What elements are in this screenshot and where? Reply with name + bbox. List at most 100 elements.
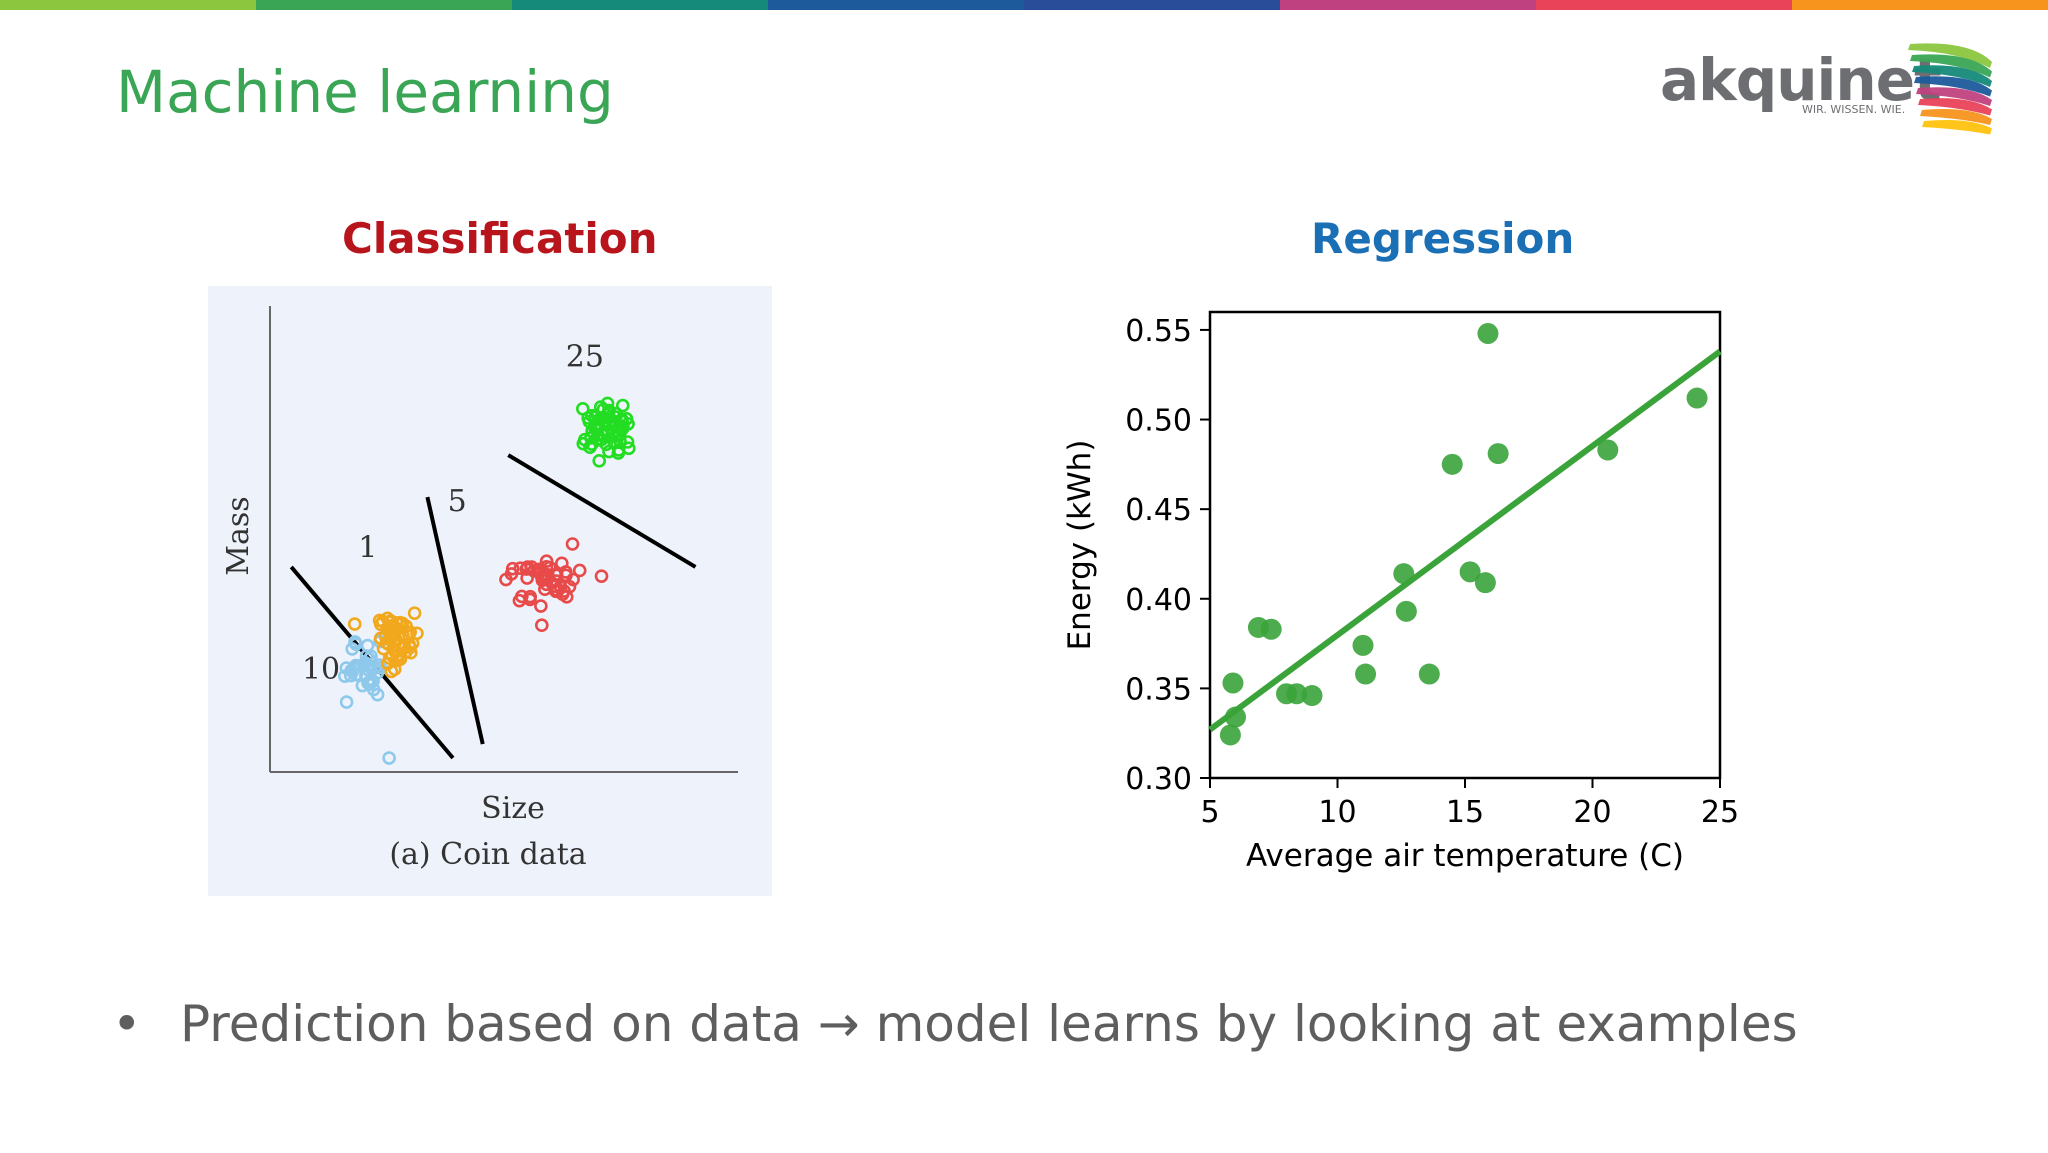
x-tick-label: 15: [1446, 795, 1484, 830]
data-point: [1477, 323, 1499, 345]
data-point: [364, 675, 379, 690]
top-color-bar: [0, 0, 2048, 10]
data-point: [581, 411, 595, 425]
data-point: [597, 416, 612, 430]
data-point: [361, 658, 376, 672]
data-point: [1597, 439, 1619, 461]
logo-wordmark: akquinet: [1660, 46, 1942, 114]
data-point: [513, 561, 528, 575]
data-point: [1441, 453, 1463, 475]
cluster-label: 1: [358, 531, 377, 566]
data-point: [391, 647, 406, 662]
data-point: [348, 635, 362, 649]
x-axis-label: Size: [481, 791, 545, 826]
data-point: [1355, 663, 1377, 685]
logo-tagline: WIR. WISSEN. WIE.: [1802, 103, 1906, 116]
bullet-symbol: •: [112, 995, 142, 1053]
data-point: [549, 574, 563, 588]
y-tick-label: 0.35: [1125, 672, 1192, 707]
x-tick-label: 25: [1701, 795, 1739, 830]
data-point: [1301, 685, 1323, 707]
data-point: [559, 565, 573, 579]
data-point: [622, 441, 636, 456]
data-point: [559, 590, 574, 604]
logo-wing-stripe: [1918, 98, 1992, 116]
data-point: [1225, 706, 1246, 728]
data-point: [339, 695, 354, 709]
logo-wing-stripe: [1914, 76, 1992, 97]
data-point: [382, 751, 396, 765]
y-tick-label: 0.55: [1125, 314, 1192, 349]
data-point: [1286, 683, 1308, 705]
data-point: [609, 406, 623, 421]
data-point: [397, 637, 411, 652]
cluster-label: 25: [566, 340, 604, 375]
data-point: [343, 668, 358, 683]
data-point: [584, 437, 599, 452]
data-point: [505, 561, 520, 576]
data-point: [410, 626, 424, 641]
data-point: [1686, 387, 1708, 409]
data-point: [384, 614, 398, 628]
data-point: [520, 560, 535, 574]
data-point: [601, 404, 616, 418]
data-point: [1219, 724, 1241, 746]
top-bar-segment: [1792, 0, 2048, 10]
data-point: [615, 398, 630, 413]
data-point: [597, 428, 611, 443]
x-tick-label: 20: [1573, 795, 1611, 830]
y-axis-label: Energy (kWh): [1062, 440, 1098, 651]
x-tick-label: 5: [1200, 795, 1219, 830]
y-tick-label: 0.30: [1125, 762, 1192, 797]
top-bar-segment: [512, 0, 768, 10]
data-point: [366, 682, 381, 697]
cluster-label: 5: [448, 484, 467, 519]
logo-wing-icon: [1908, 43, 1992, 135]
data-point: [399, 619, 413, 633]
data-point: [407, 606, 422, 620]
classification-chart: 10 1 5 25 Mass Size (a) Coin data: [221, 306, 738, 872]
data-point: [594, 569, 609, 583]
decision-boundary: [425, 496, 485, 745]
data-point: [576, 436, 591, 451]
data-point: [611, 446, 626, 460]
data-point: [1459, 561, 1481, 583]
decision-boundary: [507, 453, 697, 569]
data-point: [1222, 672, 1244, 694]
logo-wing-stripe: [1920, 109, 1992, 125]
data-point: [1260, 618, 1282, 640]
y-axis-label: Mass: [221, 496, 256, 575]
classification-panel: 10 1 5 25 Mass Size (a) Coin data: [208, 286, 772, 896]
bullet-text: Prediction based on data → model learns …: [180, 995, 1798, 1053]
data-point: [565, 537, 580, 551]
data-point: [499, 572, 513, 587]
slide-title: Machine learning: [116, 58, 614, 126]
data-point: [534, 618, 549, 633]
top-bar-segment: [256, 0, 512, 10]
data-point: [539, 554, 554, 568]
logo-wing-stripe: [1912, 65, 1992, 87]
top-bar-segment: [768, 0, 1024, 10]
cluster-label: 10: [302, 652, 340, 687]
data-point: [1393, 563, 1415, 585]
plot-frame: [1208, 310, 1722, 780]
logo-wing-stripe: [1908, 43, 1992, 68]
data-point: [620, 435, 635, 449]
data-point: [515, 589, 529, 604]
data-point: [566, 572, 580, 587]
regression-heading: Regression: [1311, 214, 1575, 263]
data-point: [347, 661, 362, 675]
data-point: [1487, 443, 1509, 465]
top-bar-segment: [1280, 0, 1536, 10]
data-point: [612, 421, 627, 435]
logo-wing-stripe: [1922, 119, 1992, 135]
y-tick-label: 0.50: [1125, 404, 1192, 439]
y-tick-label: 0.45: [1125, 493, 1192, 528]
chart-caption: (a) Coin data: [389, 837, 586, 872]
trend-line: [1208, 349, 1722, 733]
data-point: [534, 599, 548, 613]
data-point: [380, 656, 395, 671]
data-point: [347, 617, 362, 631]
data-point: [572, 563, 587, 578]
regression-chart: 0.30 0.35 0.40 0.45 0.50 0.55 5 10 15 20 25 Average…: [1062, 310, 1739, 874]
